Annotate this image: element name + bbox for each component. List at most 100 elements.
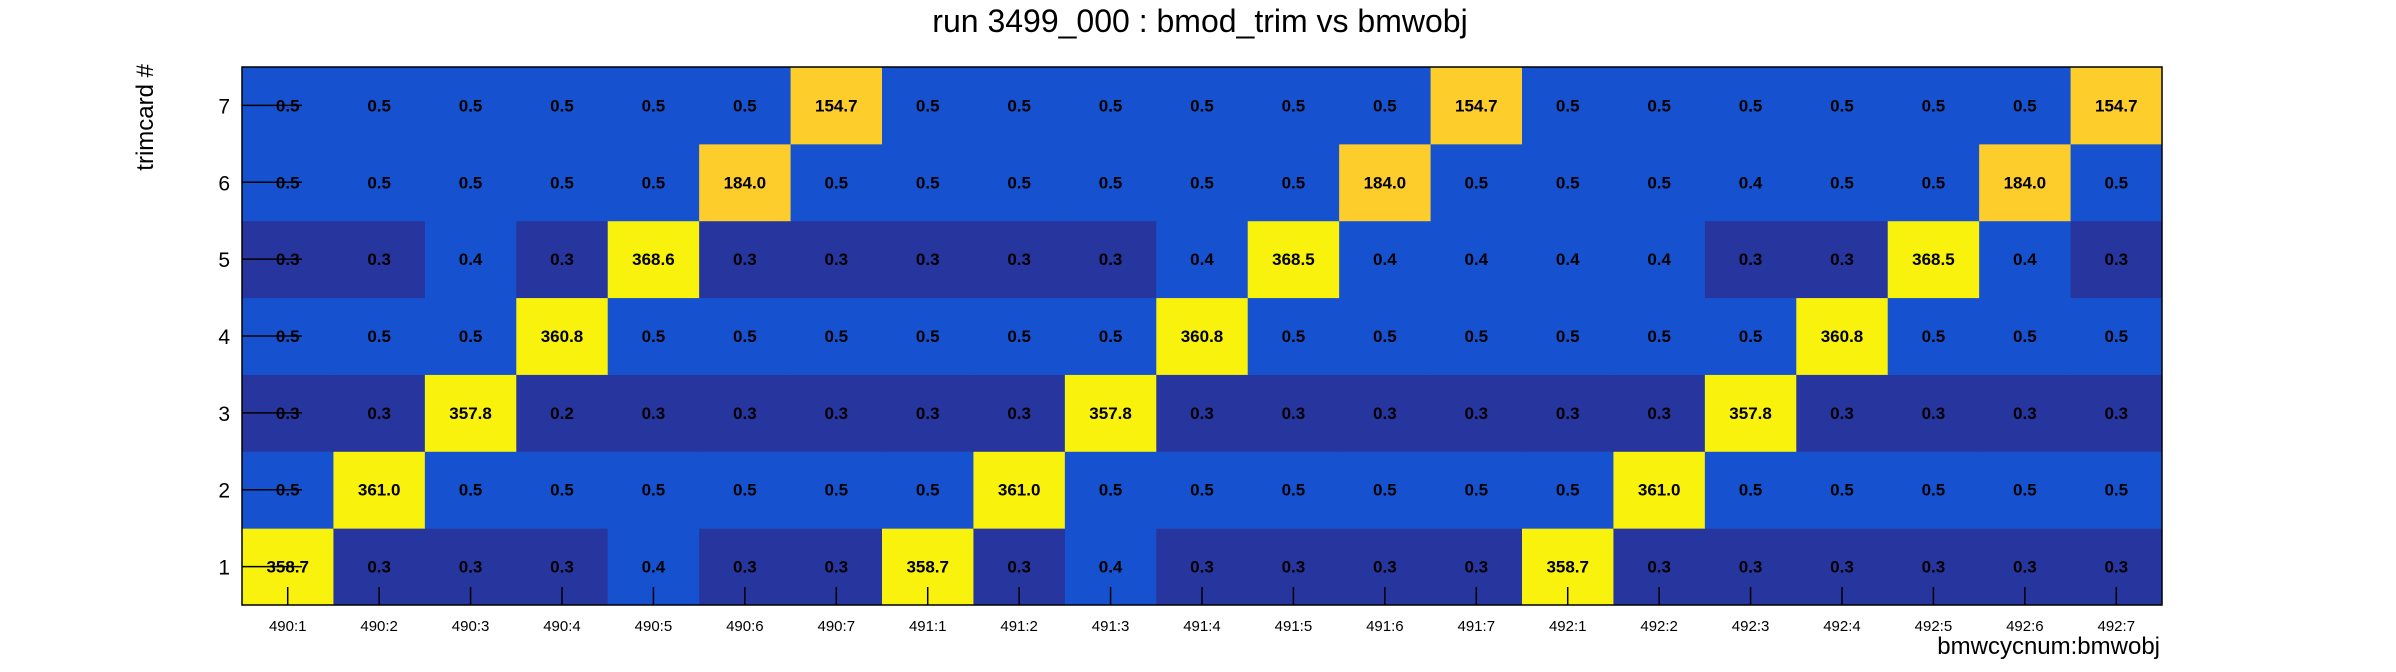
heatmap-cell [1796, 297, 1889, 375]
heatmap-cell [516, 143, 609, 222]
cell-value-label: 0.2 [550, 404, 574, 423]
cell-value-label: 0.4 [1190, 250, 1214, 269]
cell-value-label: 0.3 [2013, 558, 2037, 577]
heatmap-cell [424, 451, 517, 529]
cell-value-label: 0.5 [1922, 327, 1946, 346]
heatmap-cell [1064, 374, 1157, 452]
cell-value-label: 0.5 [2104, 173, 2128, 192]
heatmap-cell [607, 297, 700, 375]
heatmap-cell [1522, 297, 1614, 375]
cell-value-label: 0.5 [1830, 481, 1854, 500]
cell-value-label: 0.5 [916, 327, 940, 346]
heatmap-cell [333, 297, 426, 375]
heatmap-cell [1522, 143, 1614, 222]
cell-value-label: 0.3 [1830, 558, 1854, 577]
heatmap-cell [1613, 451, 1706, 529]
heatmap-cell [607, 374, 700, 452]
cell-value-label: 0.5 [1739, 481, 1763, 500]
cell-value-label: 368.5 [1272, 250, 1315, 269]
cell-value-label: 0.5 [1099, 96, 1123, 115]
cell-value-label: 0.5 [1099, 327, 1123, 346]
x-tick-label: 492:1 [1549, 618, 1587, 635]
x-tick-label: 490:4 [543, 618, 581, 635]
cell-value-label: 0.3 [1922, 558, 1946, 577]
heatmap-cell [1156, 143, 1249, 222]
cell-value-label: 0.5 [1190, 481, 1214, 500]
x-tick-label: 491:4 [1183, 618, 1221, 635]
cell-value-label: 0.3 [916, 404, 940, 423]
heatmap-cell [1979, 374, 2072, 452]
cell-value-label: 0.5 [642, 481, 666, 500]
cell-value-label: 0.3 [1007, 558, 1031, 577]
x-tick-label: 491:2 [1000, 618, 1038, 635]
cell-value-label: 0.3 [367, 404, 391, 423]
cell-value-label: 0.3 [1007, 404, 1031, 423]
cell-value-label: 0.3 [1556, 404, 1580, 423]
x-tick-label: 490:5 [635, 618, 673, 635]
heatmap-cell [973, 220, 1066, 299]
heatmap-cell [1247, 451, 1340, 529]
y-tick-label: 3 [218, 403, 230, 426]
cell-value-label: 361.0 [998, 481, 1041, 500]
heatmap-cell [1979, 67, 2072, 145]
heatmap-cell [1064, 220, 1157, 299]
heatmap-cell [699, 297, 792, 375]
cell-value-label: 0.5 [824, 481, 848, 500]
y-tick-label: 6 [218, 172, 230, 195]
cell-value-label: 0.3 [642, 404, 666, 423]
cell-value-label: 0.5 [1464, 173, 1488, 192]
heatmap-cell [1979, 143, 2072, 222]
x-tick-label: 492:6 [2006, 618, 2044, 635]
heatmap-cell [1247, 143, 1340, 222]
heatmap-cell [1522, 67, 1614, 145]
heatmap-cell [516, 67, 609, 145]
heatmap-cell [607, 67, 700, 145]
heatmap-cell [1430, 297, 1523, 375]
axes: 1 2 3 4 5 6 7 490:1 490:2 490:3 490:4 490:5 490:6 490… [218, 66, 2163, 635]
cell-value-label: 0.5 [642, 327, 666, 346]
cell-value-label: 0.5 [1922, 481, 1946, 500]
heatmap-cell [1613, 220, 1706, 299]
heatmap-cell [1247, 374, 1340, 452]
cell-value-label: 357.8 [1729, 404, 1772, 423]
heatmap-cell [1613, 374, 1706, 452]
cell-value-label: 0.3 [459, 558, 483, 577]
cell-value-label: 0.5 [1099, 481, 1123, 500]
heatmap-cell [973, 143, 1066, 222]
cell-value-label: 0.3 [824, 558, 848, 577]
heatmap-cell [1796, 374, 1889, 452]
heatmap-cell [790, 67, 883, 145]
heatmap-cell [699, 67, 792, 145]
cell-value-label: 0.5 [1373, 96, 1397, 115]
heatmap-cell [1247, 67, 1340, 145]
cell-value-label: 0.4 [642, 558, 666, 577]
cell-value-label: 0.4 [1739, 173, 1763, 192]
x-tick-label: 491:1 [909, 618, 947, 635]
x-tick-label: 490:7 [818, 618, 856, 635]
heatmap-cell [2070, 220, 2163, 299]
cell-value-label: 0.5 [916, 173, 940, 192]
cell-value-label: 0.3 [550, 558, 574, 577]
cell-value-label: 358.7 [1546, 558, 1589, 577]
heatmap-cell [2070, 374, 2163, 452]
heatmap-cell [1064, 451, 1157, 529]
heatmap-cell [2070, 297, 2163, 375]
cell-value-label: 0.5 [1647, 173, 1671, 192]
cell-value-label: 0.5 [1922, 96, 1946, 115]
cell-value-label: 360.8 [1181, 327, 1224, 346]
cell-value-label: 0.5 [1282, 327, 1306, 346]
heatmap-cell [1704, 67, 1797, 145]
y-axis-label: trimcard # [132, 63, 159, 170]
heatmap-cell [1704, 220, 1797, 299]
heatmap-cell [1064, 67, 1157, 145]
cell-value-label: 0.5 [2013, 327, 2037, 346]
heatmap-cell [424, 220, 517, 299]
chart-title: run 3499_000 : bmod_trim vs bmwobj [932, 3, 1467, 39]
cell-value-label: 0.5 [1464, 327, 1488, 346]
heatmap-cell [790, 143, 883, 222]
cell-value-label: 0.5 [733, 481, 757, 500]
cell-value-label: 0.5 [1739, 96, 1763, 115]
cell-value-label: 0.5 [459, 481, 483, 500]
cell-value-label: 0.3 [1739, 250, 1763, 269]
cell-value-label: 0.4 [1556, 250, 1580, 269]
